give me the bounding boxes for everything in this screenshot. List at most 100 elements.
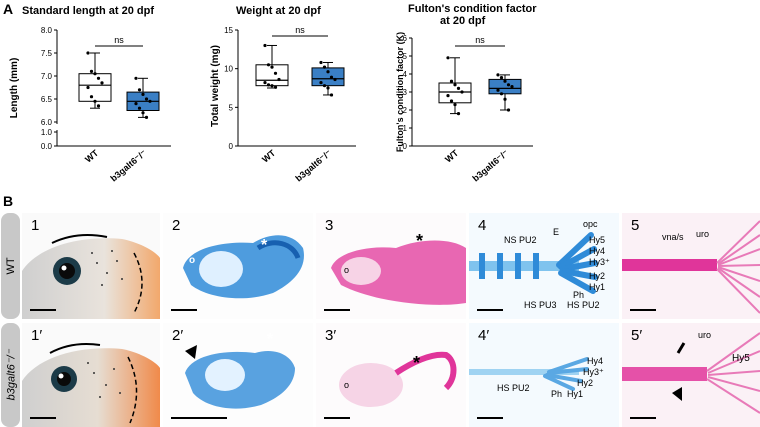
data-point [144, 97, 149, 101]
data-point [456, 86, 461, 90]
label-hy5: Hy5 [589, 235, 606, 245]
label-star: * [267, 331, 274, 348]
data-point [326, 86, 330, 90]
y-tick-label: 2 [403, 106, 408, 115]
label-e: E [553, 227, 560, 237]
data-point [277, 77, 281, 82]
y-tick-label: 6.0 [41, 118, 53, 127]
y-tick-label: 0 [229, 142, 234, 151]
data-point [134, 102, 138, 106]
tile-number: 3′ [325, 327, 337, 344]
label-star: * [413, 353, 421, 373]
y-tick-label: 8.0 [41, 26, 53, 35]
y-axis-label: Length (mm) [9, 58, 20, 119]
tile-number: 2′ [172, 327, 184, 344]
label-o: o [344, 380, 350, 390]
chart-title-line2: at 20 dpf [440, 15, 486, 27]
label-hy1: Hy1 [567, 389, 584, 399]
panel-letter-a: A [3, 1, 14, 17]
alcian-stain-image [183, 235, 304, 299]
data-point [499, 76, 504, 80]
data-point [506, 108, 511, 112]
label-hy2: Hy2 [589, 271, 606, 281]
data-point [86, 51, 90, 55]
x-category-label: b3galt6⁻/⁻ [471, 148, 511, 184]
data-point [141, 111, 145, 115]
data-point [319, 60, 323, 65]
box [438, 82, 472, 104]
tile-3p-mut-alizarin: 3′ o * [316, 323, 466, 427]
charts-panel: Standard length at 20 dpf Length (mm) 0.… [9, 3, 537, 184]
data-point [93, 99, 97, 103]
row-label-text: WT [4, 257, 17, 275]
chart-title: Fulton's condition factor [408, 3, 537, 15]
data-point [137, 88, 142, 92]
data-point [266, 63, 271, 67]
row-label-wt: WT [1, 213, 20, 319]
chart-plot-area: 0 5 10 15 WT b3galt6⁻/⁻ ns [224, 25, 356, 184]
y-tick-label: 6 [403, 34, 408, 43]
chart-standard-length: Standard length at 20 dpf Length (mm) 0.… [9, 5, 171, 184]
tile-4-wt-caudal-alcian: 4 opc E NS PU2 Hy5 Hy4 Hy3⁺ Hy2 Hy1 Ph H… [469, 213, 619, 319]
data-point [273, 85, 278, 89]
data-point [446, 94, 450, 98]
label-hy4: Hy4 [589, 246, 606, 256]
scale-bar [477, 417, 503, 419]
tile-number: 1 [31, 217, 40, 234]
scale-bar [171, 417, 227, 419]
label-o: o [189, 255, 196, 266]
significance-label: ns [114, 35, 124, 45]
data-point [137, 106, 142, 110]
y-tick-label: 10 [224, 65, 233, 74]
tile-number: 5 [631, 217, 640, 234]
data-point [96, 76, 101, 80]
label-o: o [344, 265, 350, 275]
chart-title: Standard length at 20 dpf [22, 5, 154, 17]
label-hs-pu2: HS PU2 [497, 383, 530, 393]
data-point [263, 43, 267, 48]
data-point [148, 99, 152, 103]
scale-bar [477, 309, 503, 311]
caudal-alcian-image [469, 357, 589, 391]
label-star: * [416, 231, 424, 251]
tile-4p-mut-caudal-alcian: 4′ Hy4 Hy3⁺ Hy2 Hy1 Ph HS PU2 [469, 323, 619, 427]
label-hy3: Hy3⁺ [589, 257, 610, 267]
data-point [449, 79, 454, 83]
significance-label: ns [475, 35, 485, 45]
data-point [329, 75, 334, 79]
row-label-mutant: b3galt6⁻/⁻ [1, 323, 20, 427]
data-point [499, 92, 504, 96]
y-axis-label: Total weight (mg) [210, 45, 221, 127]
row-label-text: b3galt6⁻/⁻ [5, 349, 17, 401]
tile-1p-mut-live: 1′ [22, 323, 160, 427]
tile-2-wt-alcian: 2 o * [163, 213, 313, 319]
tile-number: 3 [325, 217, 334, 234]
data-point [273, 71, 278, 75]
tile-5p-mut-caudal-alizarin: 5′ uro Hy5 [622, 323, 760, 427]
y-tick-label: 7.0 [41, 72, 53, 81]
data-point [86, 85, 90, 90]
label-hy1: Hy1 [589, 282, 606, 292]
y-axis-label: Fulton's condition factor (K) [395, 32, 405, 152]
tile-5-wt-caudal-alizarin: 5 vna/s uro [622, 213, 760, 319]
y-tick-label: 3 [403, 88, 408, 97]
data-point [144, 115, 149, 119]
label-hy3: Hy3⁺ [583, 367, 604, 377]
box [311, 67, 345, 87]
data-point [89, 69, 94, 73]
scale-bar [630, 309, 656, 311]
tile-1-wt-live: 1 [22, 213, 160, 319]
data-point [453, 83, 457, 87]
label-hs-pu2: HS PU2 [567, 300, 600, 310]
y-tick-label: 5 [229, 103, 234, 112]
chart-weight: Weight at 20 dpf Total weight (mg) 0 5 10 1… [210, 5, 356, 184]
fish-head-photo [22, 343, 160, 427]
data-point [270, 84, 274, 88]
data-point [329, 93, 334, 97]
label-uro: uro [698, 330, 712, 340]
data-point [134, 76, 138, 80]
scale-bar [171, 309, 197, 311]
data-point [460, 90, 464, 94]
box [78, 73, 112, 102]
y-tick-label: 15 [224, 26, 233, 35]
